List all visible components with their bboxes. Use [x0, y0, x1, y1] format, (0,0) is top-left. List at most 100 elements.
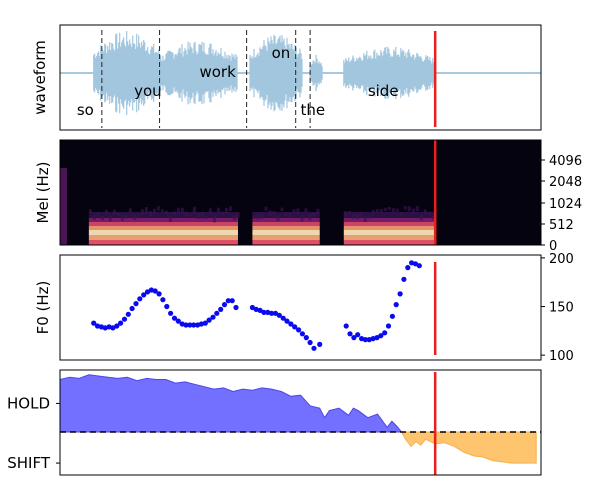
f0-point: [137, 296, 143, 302]
mel-noise: [96, 212, 100, 217]
mel-band: [252, 235, 320, 240]
mel-noise: [88, 209, 92, 214]
mel-noise: [204, 215, 208, 219]
mel-noise: [284, 212, 288, 216]
f0-point: [303, 335, 309, 341]
mel-noise: [347, 210, 351, 215]
f0-point: [114, 323, 120, 329]
mel-band: [343, 222, 436, 226]
mel-noise: [296, 208, 300, 215]
mel-noise: [379, 208, 383, 213]
f0-point: [183, 322, 189, 328]
mel-noise: [152, 208, 156, 215]
f0-point: [118, 320, 124, 326]
mel-ytick-label: 512: [549, 218, 574, 233]
mel-band: [88, 226, 238, 230]
f0-point: [317, 341, 323, 347]
mel-noise: [391, 208, 395, 213]
f0-point: [280, 315, 286, 321]
mel-noise: [399, 212, 403, 216]
mel-noise: [411, 208, 415, 214]
mel-noise: [140, 209, 144, 216]
mel-noise: [196, 212, 200, 220]
mel-band: [252, 218, 320, 222]
turn-ytick-label: SHIFT: [7, 454, 51, 472]
mel-ytick-label: 1024: [549, 197, 582, 212]
turn-ytick-label: HOLD: [7, 394, 50, 412]
f0-point: [351, 335, 357, 341]
f0-point: [91, 320, 97, 326]
f0-point: [133, 301, 139, 307]
waveform-segment: [343, 47, 436, 99]
mel-noise: [316, 208, 320, 215]
mel-noise: [120, 214, 124, 221]
mel-noise: [104, 209, 108, 215]
mel-noise: [228, 206, 232, 211]
mel-noise: [395, 208, 399, 212]
turn-axes-frame: [59, 369, 542, 476]
waveform-segment: [160, 41, 238, 105]
mel-ylabel: Mel (Hz): [34, 162, 52, 224]
mel-band: [88, 218, 238, 222]
f0-point: [370, 336, 376, 342]
mel-noise: [252, 214, 256, 219]
f0-point: [299, 331, 305, 337]
mel-band: [252, 230, 320, 235]
mel-noise: [116, 212, 120, 217]
mel-band: [88, 212, 238, 218]
mel-axes-frame: [59, 139, 542, 246]
mel-band: [88, 235, 238, 240]
mel-noise: [423, 209, 427, 215]
f0-point: [102, 325, 108, 331]
mel-noise: [288, 213, 292, 218]
f0-point: [141, 292, 147, 298]
mel-noise: [148, 211, 152, 217]
f0-point: [221, 302, 228, 308]
mel-noise: [268, 210, 272, 217]
mel-noise: [192, 206, 196, 214]
f0-point: [233, 304, 239, 311]
f0-point: [261, 309, 267, 315]
mel-noise: [168, 215, 172, 223]
mel-noise: [108, 215, 112, 222]
mel-noise: [260, 212, 264, 220]
mel-noise: [232, 215, 236, 221]
mel-noise: [292, 209, 296, 213]
mel-band: [343, 226, 436, 230]
mel-band: [343, 235, 436, 240]
mel-noise: [419, 213, 423, 221]
f0-point: [347, 331, 353, 337]
f0-point: [276, 312, 282, 318]
mel-onset: [60, 168, 67, 245]
f0-point: [144, 289, 151, 295]
mel-noise: [200, 211, 204, 219]
mel-noise: [367, 215, 371, 219]
f0-point: [210, 314, 216, 320]
f0-point: [355, 332, 361, 338]
f0-ytick-label: 150: [549, 301, 574, 316]
f0-point: [389, 313, 395, 319]
f0-point: [156, 291, 162, 297]
f0-point: [405, 265, 411, 271]
f0-point: [288, 321, 294, 327]
mel-noise: [212, 215, 216, 223]
waveform-axes-frame: [59, 24, 542, 131]
mel-band: [88, 230, 238, 235]
f0-point: [202, 320, 208, 326]
mel-noise: [403, 206, 407, 210]
mel-noise: [312, 212, 316, 217]
word-label: you: [134, 82, 162, 100]
word-label: on: [272, 44, 291, 62]
f0-axes-frame: [59, 254, 542, 361]
mel-noise: [160, 209, 164, 213]
mel-band: [343, 212, 436, 218]
f0-point: [401, 276, 407, 282]
f0-point: [378, 333, 384, 339]
hold-area: [59, 374, 403, 433]
mel-noise: [431, 214, 435, 220]
f0-point: [110, 325, 116, 331]
f0-point: [121, 316, 128, 322]
mel-band: [252, 240, 320, 245]
mel-noise: [236, 212, 240, 218]
mel-noise: [343, 210, 347, 217]
